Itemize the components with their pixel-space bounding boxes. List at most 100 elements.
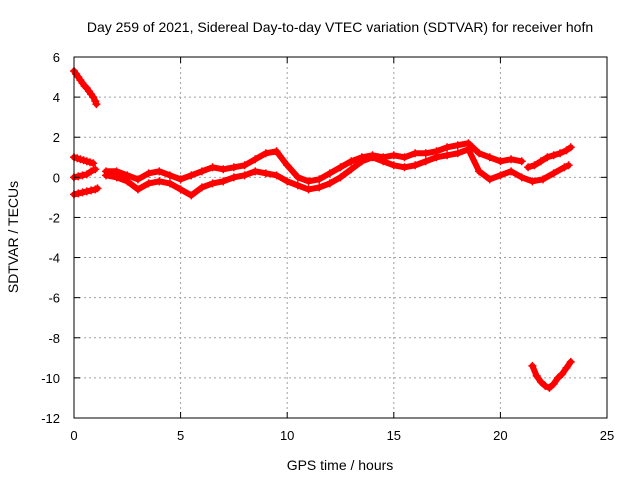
data-points	[70, 67, 575, 392]
x-tick-label: 20	[493, 428, 507, 443]
y-tick-label: -10	[41, 371, 60, 386]
x-tick-label: 10	[280, 428, 294, 443]
data-point	[74, 189, 83, 198]
y-tick-label: 6	[53, 50, 60, 65]
data-point	[566, 357, 575, 366]
data-point	[240, 161, 249, 170]
data-point	[507, 155, 516, 164]
x-tick-label: 0	[70, 428, 77, 443]
data-point	[93, 184, 102, 193]
data-point	[187, 191, 196, 200]
data-point	[524, 163, 533, 172]
data-point	[208, 163, 217, 172]
y-tick-label: -12	[41, 411, 60, 426]
data-point	[566, 143, 575, 152]
data-point	[549, 151, 558, 160]
series-trace	[103, 140, 525, 185]
data-point	[240, 171, 249, 180]
data-point	[536, 377, 545, 386]
data-point	[539, 175, 548, 184]
data-point	[219, 177, 228, 186]
data-point	[74, 172, 83, 181]
data-point	[564, 161, 573, 170]
data-point	[133, 175, 142, 184]
data-point	[293, 173, 302, 182]
series-early-high-arc	[70, 67, 101, 109]
data-point	[528, 361, 537, 370]
series-late-low-arc	[528, 357, 575, 392]
data-point	[496, 157, 505, 166]
data-point	[553, 373, 562, 382]
x-tick-label: 5	[177, 428, 184, 443]
data-point	[272, 171, 281, 180]
data-point	[208, 179, 217, 188]
y-tick-label: 2	[53, 130, 60, 145]
data-point	[530, 161, 539, 170]
data-point	[315, 175, 324, 184]
data-point	[443, 151, 452, 160]
x-tick-label: 15	[387, 428, 401, 443]
data-point	[197, 183, 206, 192]
data-point	[411, 161, 420, 170]
series-main-band-lower	[101, 145, 573, 200]
series-late-rising-arc	[524, 143, 575, 172]
y-tick-labels: -12 -10 -8 -6 -4 -2 0 2 4 6	[41, 50, 60, 426]
y-tick-label: -4	[48, 251, 60, 266]
data-point	[336, 163, 345, 172]
data-point	[347, 165, 356, 174]
series-main-band-upper	[101, 139, 526, 186]
data-point	[325, 179, 334, 188]
data-point	[549, 379, 558, 388]
data-point	[197, 167, 206, 176]
data-point	[453, 149, 462, 158]
data-point	[379, 157, 388, 166]
data-point	[155, 177, 164, 186]
data-point	[82, 170, 91, 179]
series-early-lower-short	[70, 184, 102, 199]
data-point	[400, 153, 409, 162]
plot-frame	[73, 56, 608, 419]
data-point	[475, 149, 484, 158]
data-point	[543, 153, 552, 162]
data-point	[315, 183, 324, 192]
data-point	[229, 173, 238, 182]
data-point	[485, 175, 494, 184]
data-point	[421, 149, 430, 158]
grid	[74, 57, 607, 418]
data-point	[155, 167, 164, 176]
y-tick-label: -6	[48, 291, 60, 306]
data-point	[549, 169, 558, 178]
data-point	[176, 175, 185, 184]
data-point	[283, 177, 292, 186]
data-point	[78, 171, 87, 180]
data-point	[507, 167, 516, 176]
data-point	[560, 163, 569, 172]
data-point	[411, 149, 420, 158]
data-point	[293, 181, 302, 190]
data-point	[421, 157, 430, 166]
data-point	[558, 369, 567, 378]
x-axis-label: GPS time / hours	[287, 457, 394, 473]
y-tick-label: 4	[53, 90, 60, 105]
data-point	[325, 169, 334, 178]
data-point	[91, 165, 100, 174]
data-point	[517, 157, 526, 166]
data-point	[368, 153, 377, 162]
data-point	[251, 167, 260, 176]
data-point	[304, 185, 313, 194]
axis-ticks	[73, 56, 608, 419]
data-point	[517, 173, 526, 182]
data-point	[187, 171, 196, 180]
data-point	[536, 157, 545, 166]
data-point	[336, 173, 345, 182]
data-point	[432, 153, 441, 162]
data-point	[400, 163, 409, 172]
x-tick-label: 25	[600, 428, 614, 443]
data-point	[261, 169, 270, 178]
data-point	[283, 161, 292, 170]
y-axis-label: SDTVAR / TECUs	[5, 181, 21, 293]
data-point	[562, 146, 571, 155]
data-point	[389, 161, 398, 170]
chart-title: Day 259 of 2021, Sidereal Day-to-day VTE…	[87, 19, 593, 35]
